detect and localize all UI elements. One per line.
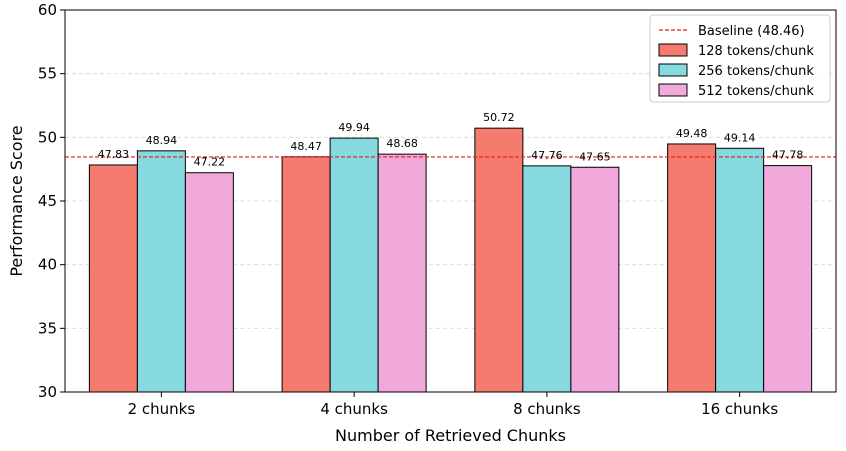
x-tick-label: 2 chunks	[128, 400, 196, 418]
data-label: 47.76	[531, 149, 563, 162]
legend: Baseline (48.46) 128 tokens/chunk 256 toke…	[649, 14, 831, 103]
y-tick-label: 40	[38, 256, 57, 274]
bar	[329, 137, 379, 393]
data-label: 48.47	[290, 140, 322, 153]
legend-swatch	[658, 63, 688, 77]
data-label: 49.48	[676, 127, 708, 140]
bar	[570, 166, 620, 393]
x-axis-ticks: 2 chunks 4 chunks 8 chunks 16 chunks	[128, 392, 778, 418]
bar	[184, 172, 234, 393]
legend-label: Baseline (48.46)	[698, 24, 805, 39]
y-tick-label: 60	[38, 1, 57, 19]
data-label: 47.83	[98, 148, 130, 161]
data-label: 47.78	[772, 149, 804, 162]
x-tick-label: 4 chunks	[320, 400, 388, 418]
y-tick-label: 45	[38, 192, 57, 210]
y-axis-title: Performance Score	[7, 125, 26, 276]
bar	[474, 127, 524, 393]
legend-label: 256 tokens/chunk	[698, 64, 814, 79]
y-axis-ticks: 30 35 40 45 50 55 60	[38, 1, 65, 401]
data-label: 47.22	[194, 156, 226, 169]
bar	[667, 143, 717, 393]
data-label: 49.14	[724, 131, 756, 144]
data-label: 49.94	[338, 121, 370, 134]
data-label: 48.68	[386, 137, 418, 150]
y-tick-label: 55	[38, 65, 57, 83]
legend-label: 512 tokens/chunk	[698, 84, 814, 99]
bar	[281, 156, 331, 393]
data-labels: 47.83 48.94 47.22 48.47 49.94 48.68 50.72 47.76…	[98, 111, 804, 169]
data-label: 50.72	[483, 111, 515, 124]
data-label: 47.65	[579, 150, 611, 163]
y-tick-label: 50	[38, 128, 57, 146]
x-tick-label: 8 chunks	[513, 400, 581, 418]
bar	[136, 150, 186, 393]
bar	[88, 164, 138, 393]
y-tick-label: 30	[38, 383, 57, 401]
x-tick-label: 16 chunks	[701, 400, 778, 418]
bar	[715, 147, 765, 393]
bar	[377, 153, 427, 393]
legend-swatch	[658, 43, 688, 57]
x-axis-title: Number of Retrieved Chunks	[335, 426, 566, 445]
legend-swatch	[658, 83, 688, 97]
bar	[522, 165, 572, 393]
data-label: 48.94	[146, 134, 178, 147]
bar-group	[88, 127, 813, 393]
bar	[763, 165, 813, 393]
legend-label: 128 tokens/chunk	[698, 44, 814, 59]
y-tick-label: 35	[38, 319, 57, 337]
legend-box	[649, 14, 831, 103]
